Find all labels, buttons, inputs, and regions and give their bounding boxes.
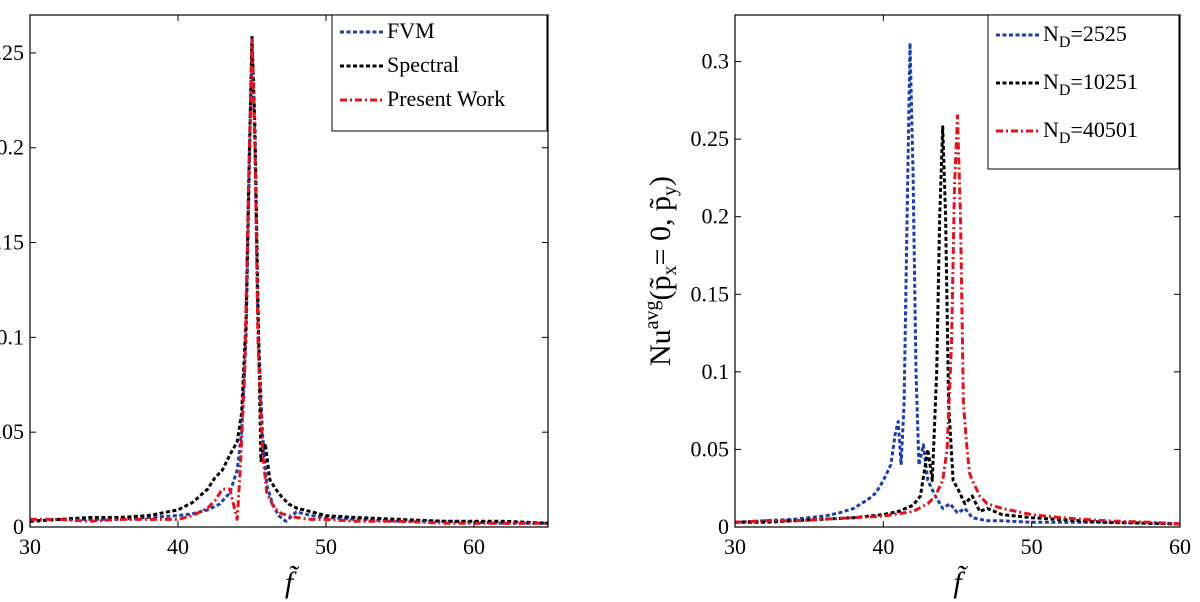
series-group — [735, 41, 1180, 526]
y-tick-label: 0.2 — [0, 135, 24, 160]
x-tick-label: 40 — [872, 534, 894, 559]
legend-entry-label: Spectral — [387, 52, 459, 77]
y-tick-label: 0.1 — [702, 359, 730, 384]
x-tick-label: 60 — [1169, 534, 1191, 559]
y-tick-label: 0 — [13, 514, 24, 539]
x-tick-label: 30 — [724, 534, 746, 559]
legend-entry-label: ND=40501 — [1043, 117, 1138, 147]
x-tick-label: 60 — [463, 534, 485, 559]
y-tick-label: 0.05 — [691, 436, 730, 461]
legend-entry-label: FVM — [387, 18, 435, 43]
legend-entry-label: Present Work — [387, 86, 505, 111]
legend-box — [331, 14, 548, 132]
chart-right: 30 40 50 60 0 0.05 0.1 0.15 0.2 0.25 0.3 f̃ Nuavg(p̃… — [641, 14, 1191, 599]
legend-entry-label: ND=10251 — [1043, 69, 1138, 99]
y-tick-label: 0.15 — [691, 281, 730, 306]
series-group — [30, 34, 548, 525]
plot-frame — [29, 14, 549, 528]
series-line-1 — [735, 41, 1180, 526]
legend-box — [987, 14, 1180, 170]
legend: FVM Spectral Present Work — [331, 14, 548, 132]
x-tick-label: 50 — [1021, 534, 1043, 559]
x-axis-label: f̃ — [285, 566, 300, 599]
x-axis-label: f̃ — [953, 566, 968, 599]
y-tick-label: 0.2 — [702, 204, 730, 229]
y-tick-label: 0.05 — [0, 419, 24, 444]
series-line-2 — [30, 34, 548, 525]
y-axis-label: Nuavg(p̃x= 0, p̃y) — [641, 176, 681, 366]
y-tick-label: 0.3 — [702, 49, 730, 74]
legend: ND=2525 ND=10251 ND=40501 — [987, 14, 1180, 170]
chart-left: 3040506000.050.10.150.20.25f̃Nuavg(p̃x= … — [0, 14, 549, 599]
y-tick-label: 0.15 — [0, 230, 24, 255]
y-tick-label: 0.25 — [0, 40, 24, 65]
series-line-3 — [735, 114, 1180, 526]
y-tick-label: 0 — [718, 514, 729, 539]
legend-entry-label: ND=2525 — [1043, 21, 1127, 51]
x-tick-label: 50 — [315, 534, 337, 559]
plot-frame — [734, 14, 1181, 528]
series-line-2 — [735, 125, 1180, 526]
x-tick-label: 40 — [167, 534, 189, 559]
x-tick-label: 30 — [19, 534, 41, 559]
y-tick-label: 0.1 — [0, 324, 24, 349]
y-tick-label: 0.25 — [691, 126, 730, 151]
